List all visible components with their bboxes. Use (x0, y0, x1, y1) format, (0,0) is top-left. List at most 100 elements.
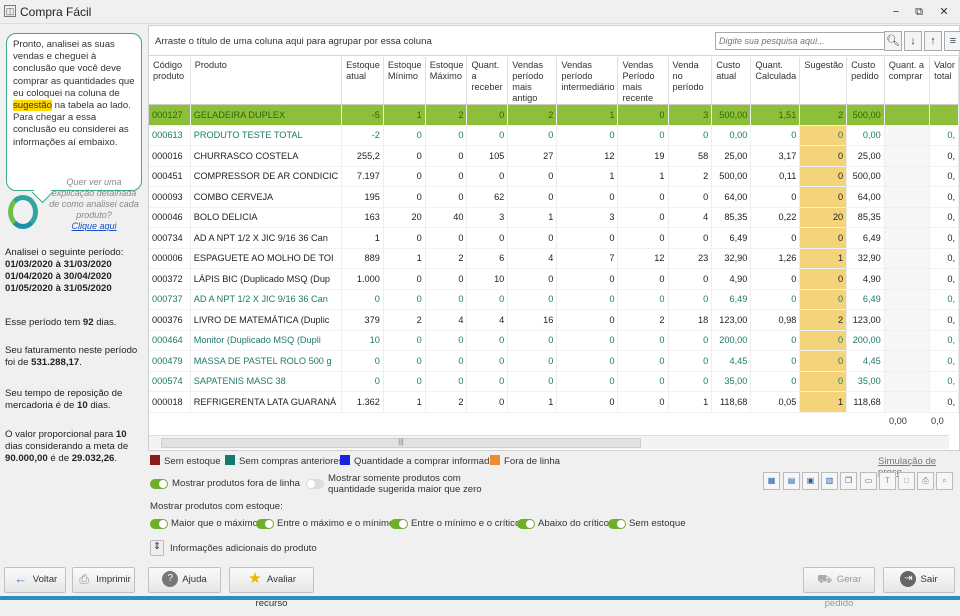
table-cell: 2 (799, 309, 848, 331)
table-cell: 7 (556, 248, 619, 269)
expand-icon[interactable]: ⇕ (150, 540, 164, 556)
minimize-button[interactable]: − (892, 6, 900, 18)
table-cell: 0,98 (750, 309, 801, 331)
table-row[interactable]: 000734 AD A NPT 1/2 X JIC 9/16 36 Can 1 0 0 0… (149, 227, 959, 249)
table-cell[interactable] (884, 207, 931, 228)
column-header[interactable]: Estoque atual (341, 57, 384, 105)
stock-filter-toggle[interactable] (150, 519, 168, 529)
table-row[interactable]: 000016 CHURRASCO COSTELA 255,2 0 0 105 27 12 19 5… (149, 145, 959, 167)
column-header[interactable]: Venda no período (668, 57, 713, 105)
suggested-only-toggle[interactable] (306, 479, 324, 489)
table-cell[interactable] (884, 104, 931, 126)
table-cell[interactable] (884, 330, 931, 351)
print-preview-icon[interactable]: ⌕ (936, 472, 953, 490)
column-header[interactable]: Custo pedido (846, 57, 885, 105)
table-row[interactable]: 000613 PRODUTO TESTE TOTAL -2 0 0 0 0 0 0 0 0,00 0 0… (149, 125, 959, 146)
table-cell: 0 (383, 125, 426, 146)
stock-filter-toggle[interactable] (256, 519, 274, 529)
out-of-line-toggle[interactable] (150, 479, 168, 489)
search-icon[interactable]: 🔍︎ (884, 31, 902, 51)
column-header[interactable]: Sugestão (799, 57, 848, 105)
column-header[interactable]: Quant. Calculada (750, 57, 801, 105)
column-header[interactable]: Código produto (149, 57, 191, 105)
sort-down-icon[interactable]: ↓ (904, 31, 922, 51)
table-row[interactable]: 000006 ESPAGUETE AO MOLHO DE TOI 889 1 2 6 4 7 1… (149, 248, 959, 269)
stock-filter-toggle[interactable] (517, 519, 535, 529)
table-row[interactable]: 000093 COMBO CERVEJA 195 0 0 62 0 0 0 0 64,00 0 0 64,… (149, 186, 959, 208)
table-cell: 0 (668, 350, 713, 372)
table-cell: 0, (929, 125, 959, 146)
scrollbar-thumb[interactable]: ||| (161, 438, 641, 448)
column-header[interactable]: Estoque Mínimo (383, 57, 426, 105)
table-row[interactable]: 000376 LIVRO DE MATEMÁTICA (Duplic 379 2 4 4 1… (149, 309, 959, 331)
table-row[interactable]: 000372 LÁPIS BIC (Duplicado MSQ (Dup 1.000… (149, 268, 959, 290)
column-header[interactable]: Vendas Período mais recente (617, 57, 669, 105)
horizontal-scrollbar[interactable]: ||| (149, 435, 949, 449)
column-header[interactable]: Quant. a comprar (884, 57, 931, 105)
stock-filter-toggle[interactable] (608, 519, 626, 529)
table-cell: 0 (383, 330, 426, 351)
column-header[interactable]: Valor total (929, 57, 959, 105)
save-icon[interactable]: ▣ (802, 472, 819, 490)
table-cell: 0,05 (750, 391, 801, 413)
stock-filter-toggle[interactable] (390, 519, 408, 529)
table-row[interactable]: 000451 COMPRESSOR DE AR CONDICIC 7.197 0 0 0 0… (149, 166, 959, 187)
legend-label: Sem estoque (164, 456, 221, 467)
table-cell[interactable] (884, 145, 931, 167)
table-cell[interactable] (884, 309, 931, 331)
column-header[interactable]: Produto (190, 57, 343, 105)
table-cell[interactable] (884, 268, 931, 290)
grid-options-icon[interactable]: ≡ (944, 31, 960, 51)
search-input[interactable] (715, 32, 885, 50)
detail-link[interactable]: Clique aqui (71, 221, 117, 231)
table-row[interactable]: 000127 GELADEIRA DUPLEX -5 1 2 0 2 1 0 3 500,00 1,5… (149, 104, 959, 126)
text-icon[interactable]: T (879, 472, 896, 490)
app-icon: ◫ (4, 5, 16, 17)
export-excel-icon[interactable]: ▦ (763, 472, 780, 490)
additional-info-label[interactable]: Informações adicionais do produto (170, 543, 317, 554)
column-header[interactable]: Quant. a receber (466, 57, 509, 105)
help-button[interactable]: ? Ajuda (148, 567, 221, 593)
restore-button[interactable]: ⧉ (915, 6, 923, 18)
close-button[interactable]: ✕ (939, 6, 949, 18)
generate-order-button[interactable]: ⛟ Gerar pedido (803, 567, 875, 609)
table-cell[interactable] (884, 371, 931, 392)
back-button[interactable]: ← Voltar (4, 567, 66, 593)
group-bar[interactable]: Arraste o título de uma coluna aqui para… (149, 26, 960, 56)
table-cell[interactable] (884, 166, 931, 187)
table-row[interactable]: 000737 AD A NPT 1/2 X JIC 9/16 36 Can 0 0 0 0… (149, 289, 959, 310)
table-cell[interactable] (884, 350, 931, 372)
blank-page-icon[interactable]: □ (898, 472, 915, 490)
table-row[interactable]: 000464 Monitor (Duplicado MSQ (Dupli 10 0 0 0… (149, 330, 959, 351)
printer-icon[interactable]: ⎙ (917, 472, 934, 490)
calendar-icon[interactable]: ▥ (821, 472, 838, 490)
export-sheet-icon[interactable]: ▤ (783, 472, 800, 490)
table-cell: 255,2 (341, 145, 384, 167)
sort-up-icon[interactable]: ↑ (924, 31, 942, 51)
table-row[interactable]: 000046 BOLO DELICIA 163 20 40 3 1 3 0 4 85,35 0,22 2… (149, 207, 959, 228)
table-cell: 0 (383, 145, 426, 167)
copy-icon[interactable]: ❐ (840, 472, 857, 490)
table-cell: 0 (617, 207, 669, 228)
column-header[interactable]: Vendas período intermediário (556, 57, 619, 105)
revenue-post: . (79, 357, 82, 368)
table-cell[interactable] (884, 186, 931, 208)
table-row[interactable]: 000018 REFRIGERENTA LATA GUARANÁ 1.362 1 2 0 1… (149, 391, 959, 413)
table-cell[interactable] (884, 391, 931, 413)
table-cell[interactable] (884, 125, 931, 146)
column-header[interactable]: Custo atual (711, 57, 752, 105)
rate-button[interactable]: ★ Avaliar recurso (229, 567, 314, 609)
print-button[interactable]: ⎙ Imprimir (72, 567, 135, 593)
table-cell: 2 (799, 104, 848, 126)
table-cell: 0 (466, 166, 509, 187)
table-row[interactable]: 000574 SAPATENIS MASC 38 0 0 0 0 0 0 0 0 35,00 0 0 35… (149, 371, 959, 392)
column-header[interactable]: Estoque Máximo (425, 57, 468, 105)
table-cell[interactable] (884, 248, 931, 269)
table-cell: 0 (425, 145, 468, 167)
column-header[interactable]: Vendas período mais antigo (507, 57, 558, 105)
table-cell[interactable] (884, 227, 931, 249)
exit-button[interactable]: ⇥ Sair (883, 567, 955, 593)
table-cell[interactable] (884, 289, 931, 310)
filter-icon[interactable]: ▭ (860, 472, 877, 490)
